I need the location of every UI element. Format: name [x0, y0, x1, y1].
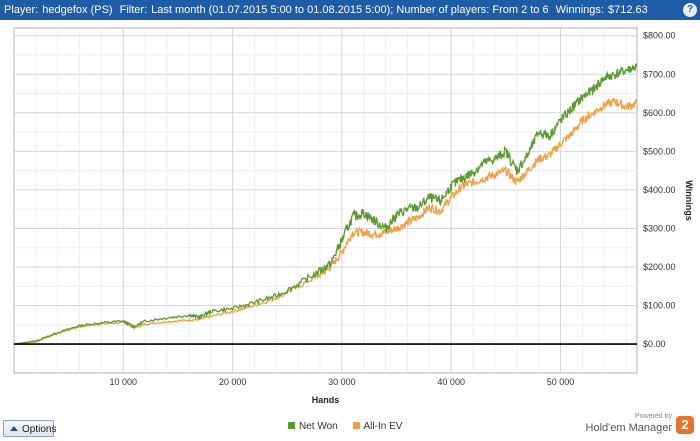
legend-item-allin-ev[interactable]: All-In EV: [352, 421, 403, 432]
options-button[interactable]: Options: [3, 420, 57, 437]
legend-swatch-allin-ev: [352, 422, 360, 429]
winnings-label: Winnings:: [555, 4, 604, 16]
legend-item-net-won[interactable]: Net Won: [288, 421, 338, 432]
y-tick-label: $500.00: [643, 146, 676, 156]
triangle-up-icon: [10, 426, 18, 431]
powered-by-text: Powered by: [635, 413, 672, 420]
brand-name: Hold'em Manager: [585, 422, 672, 434]
winnings-graph: 10 000 20 000 30 000 40 000 50 000 $0.00 $100.…: [13, 27, 694, 405]
legend-label-allin-ev: All-In EV: [363, 421, 403, 432]
y-axis-label: Winnings: [684, 180, 694, 220]
y-tick-label: $700.00: [643, 69, 676, 79]
winnings-value: $712.63: [607, 4, 648, 16]
options-label: Options: [22, 424, 57, 435]
series-line-allin-ev: [13, 97, 638, 345]
header-bar: Player: hedgefox (PS) Filter: Last month (…: [0, 0, 700, 20]
y-tick-label: $400.00: [643, 185, 676, 195]
legend-swatch-net-won: [288, 422, 295, 429]
graph-panel: 10 000 20 000 30 000 40 000 50 000 $0.00 $100.…: [0, 20, 700, 410]
filter-value: Last month (01.07.2015 5:00 to 01.08.201…: [151, 4, 549, 16]
player-value: hedgefox (PS): [42, 4, 113, 16]
y-tick-label: $200.00: [643, 262, 676, 272]
plot-area: [13, 27, 638, 374]
y-tick-label: $100.00: [643, 301, 676, 311]
y-tick-label: $800.00: [643, 31, 676, 41]
hm2-logo-icon: 2: [676, 416, 694, 434]
filter-label: Filter:: [119, 4, 148, 16]
x-axis-label: Hands: [312, 395, 340, 405]
y-tick-label: $0.00: [643, 339, 666, 349]
x-tick-label: 30 000: [328, 377, 356, 387]
x-tick-label: 50 000: [547, 377, 575, 387]
chart-legend: Net Won All-In EV: [288, 421, 414, 432]
x-tick-label: 20 000: [219, 377, 247, 387]
x-tick-label: 40 000: [437, 377, 465, 387]
y-tick-label: $600.00: [643, 108, 676, 118]
y-tick-label: $300.00: [643, 223, 676, 233]
question-mark-icon[interactable]: ?: [683, 3, 697, 17]
player-label: Player:: [4, 4, 39, 16]
x-tick-label: 10 000: [110, 377, 138, 387]
legend-label-net-won: Net Won: [299, 421, 338, 432]
series-line-net-won: [13, 63, 638, 345]
